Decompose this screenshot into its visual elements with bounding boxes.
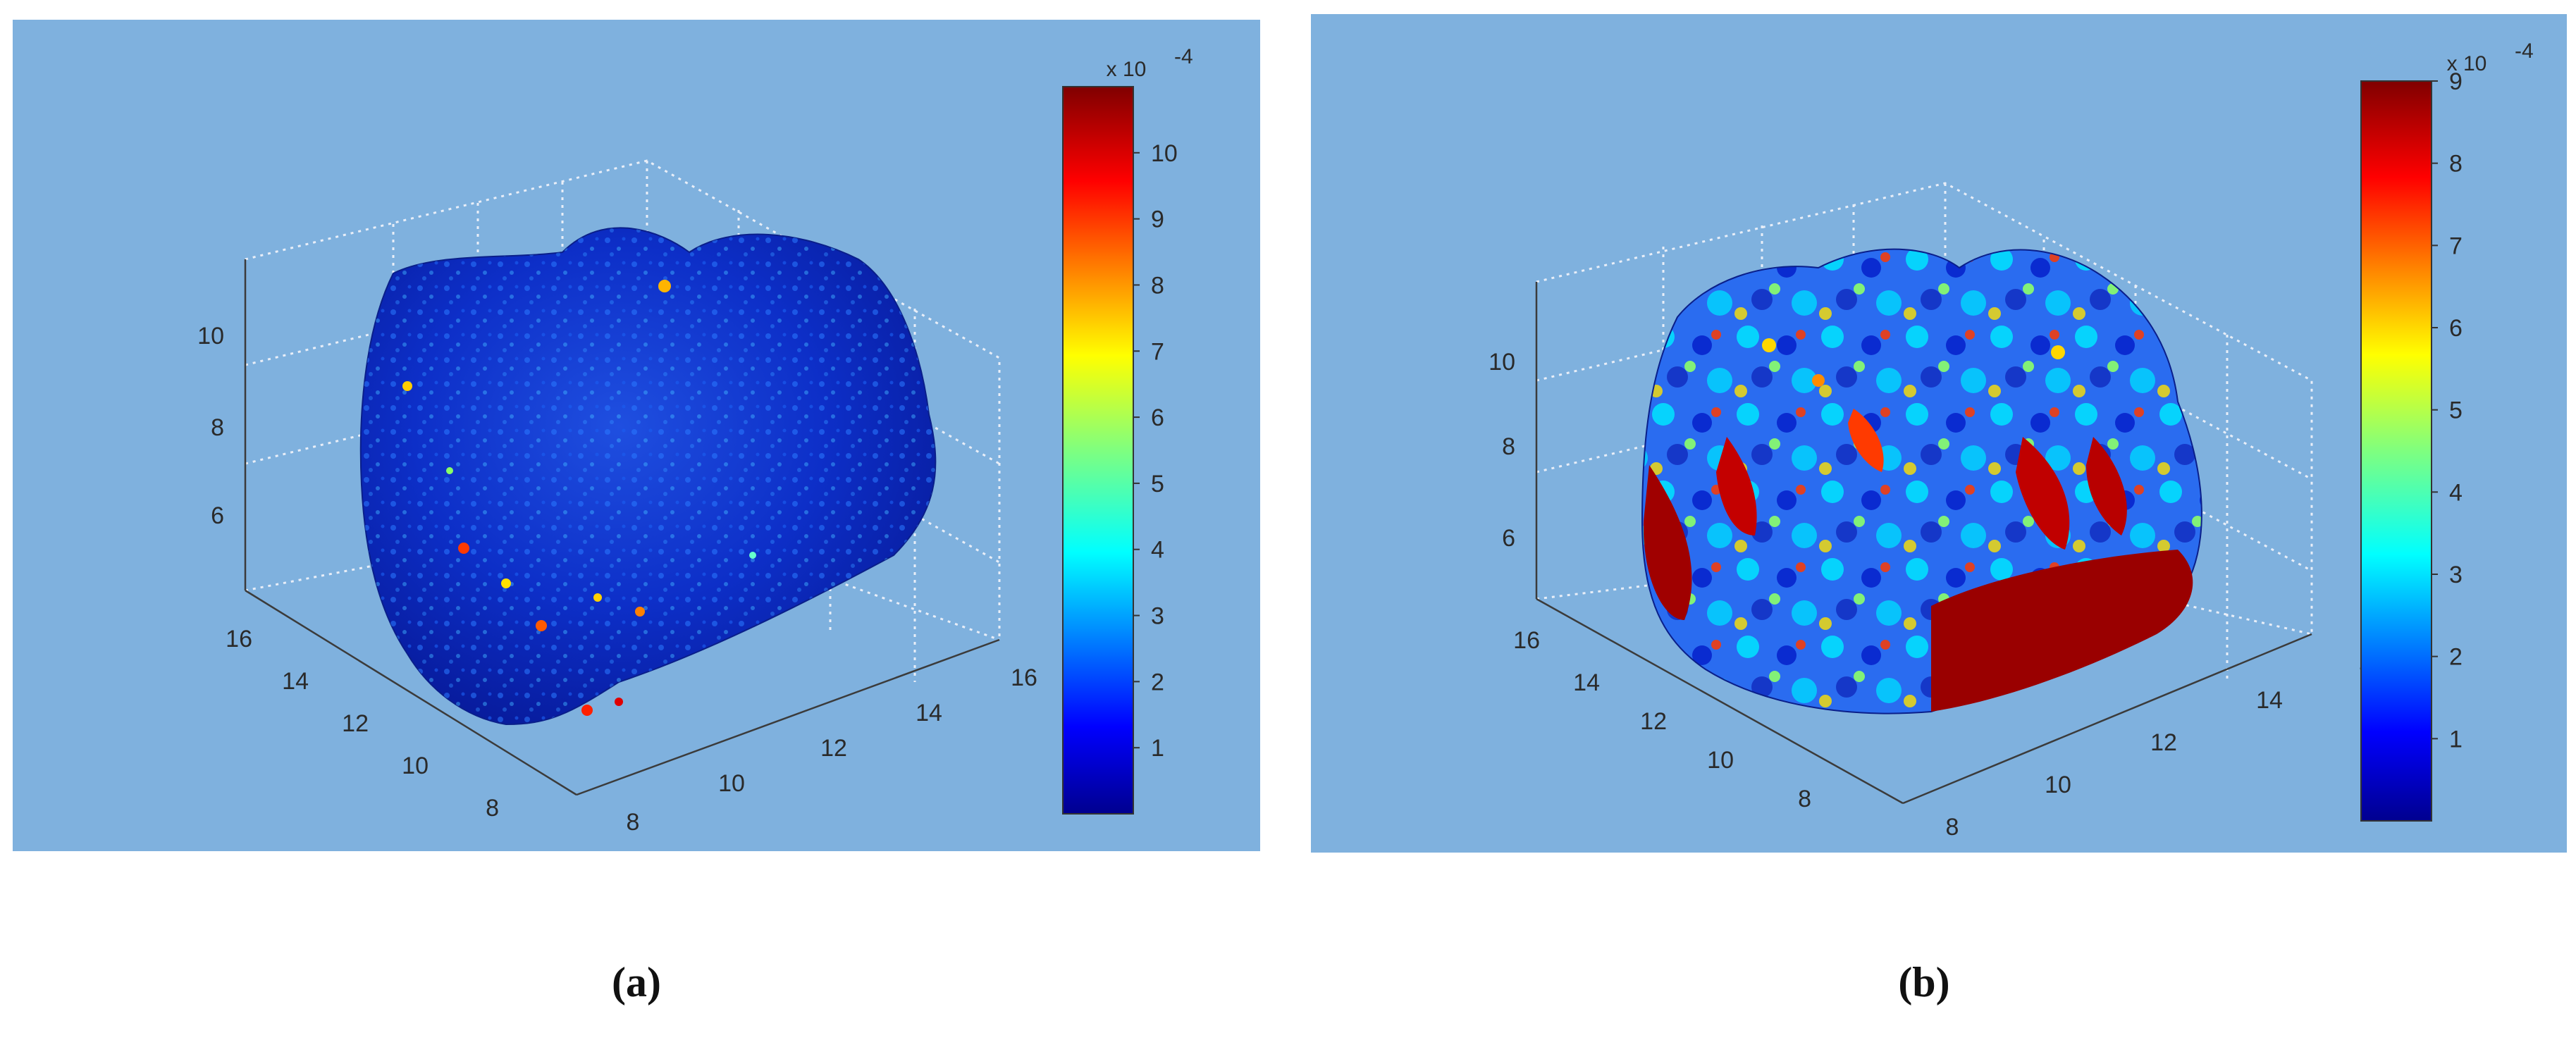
colorbar-a: x 10 -4 1 2 3 4 5 6 7 8 9 10 bbox=[1062, 45, 1193, 815]
x-tick-14: 14 bbox=[916, 700, 942, 726]
caption-a: (a) bbox=[612, 959, 661, 1005]
axes bbox=[244, 259, 1000, 796]
z-tick-8: 8 bbox=[1502, 433, 1515, 460]
colorbar-tick-4: 4 bbox=[2449, 479, 2463, 506]
chart-panel-b: 10 8 6 16 14 12 10 8 8 10 12 14 16 x 10 … bbox=[1311, 14, 2567, 853]
y-tick-14: 14 bbox=[1573, 669, 1600, 696]
x-tick-10: 10 bbox=[2045, 772, 2071, 798]
hot-spots-a bbox=[402, 280, 756, 716]
axes bbox=[1535, 282, 2312, 805]
colorbar-exponent-label: x 10 bbox=[1107, 58, 1147, 81]
z-tick-10: 10 bbox=[197, 323, 224, 349]
x-tick-12: 12 bbox=[820, 735, 847, 762]
z-tick-10: 10 bbox=[1489, 349, 1515, 376]
chart-b-svg: 10 8 6 16 14 12 10 8 8 10 12 14 16 x 10 … bbox=[1311, 14, 2567, 853]
z-tick-8: 8 bbox=[211, 414, 224, 441]
colorbar-tick-6: 6 bbox=[2449, 315, 2463, 342]
colorbar-tick-5: 5 bbox=[2449, 397, 2463, 424]
x-tick-12: 12 bbox=[2150, 729, 2177, 756]
colorbar-tick-8: 8 bbox=[1151, 272, 1164, 299]
colorbar-tick-5: 5 bbox=[1151, 471, 1164, 497]
colorbar-tick-2: 2 bbox=[1151, 669, 1164, 695]
surface-b bbox=[1641, 248, 2202, 714]
colorbar-tick-10: 10 bbox=[1151, 140, 1178, 167]
y-tick-16: 16 bbox=[226, 626, 252, 652]
colorbar-b: x 10 -4 1 2 3 4 5 6 7 8 9 bbox=[2360, 39, 2534, 822]
x-tick-16: 16 bbox=[1011, 664, 1037, 691]
colorbar-exponent: -4 bbox=[2515, 39, 2534, 63]
colorbar-tick-1: 1 bbox=[1151, 735, 1164, 762]
x-tick-8: 8 bbox=[627, 809, 640, 836]
colorbar-tick-1: 1 bbox=[2449, 726, 2463, 753]
colorbar-tick-6: 6 bbox=[1151, 404, 1164, 431]
chart-panel-a: 10 8 6 16 14 12 10 8 8 10 12 14 16 x 10 … bbox=[13, 20, 1260, 851]
colorbar-tick-9: 9 bbox=[2449, 68, 2463, 95]
x-tick-14: 14 bbox=[2256, 687, 2283, 714]
y-tick-8: 8 bbox=[486, 795, 499, 822]
y-tick-8: 8 bbox=[1798, 786, 1811, 812]
colorbar-tick-3: 3 bbox=[2449, 562, 2463, 588]
caption-b: (b) bbox=[1898, 959, 1950, 1005]
surface-a bbox=[359, 227, 937, 726]
colorbar-exponent: -4 bbox=[1174, 45, 1193, 68]
colorbar-a-ticks: 1 2 3 4 5 6 7 8 9 10 bbox=[1133, 140, 1178, 762]
y-tick-12: 12 bbox=[1640, 708, 1667, 735]
colorbar-tick-8: 8 bbox=[2449, 151, 2463, 178]
colorbar-tick-3: 3 bbox=[1151, 603, 1164, 630]
y-tick-10: 10 bbox=[402, 753, 429, 779]
colorbar-tick-9: 9 bbox=[1151, 206, 1164, 233]
colorbar-exponent-label: x 10 bbox=[2447, 52, 2487, 75]
colorbar-tick-7: 7 bbox=[1151, 338, 1164, 365]
y-tick-12: 12 bbox=[342, 710, 369, 737]
colorbar-b-ticks: 1 2 3 4 5 6 7 8 9 bbox=[2431, 68, 2463, 753]
z-tick-6: 6 bbox=[211, 502, 224, 529]
colorbar-tick-2: 2 bbox=[2449, 644, 2463, 671]
x-tick-10: 10 bbox=[718, 770, 745, 797]
y-tick-10: 10 bbox=[1707, 747, 1734, 774]
y-tick-14: 14 bbox=[282, 668, 309, 695]
z-tick-6: 6 bbox=[1502, 525, 1515, 552]
colorbar-tick-4: 4 bbox=[1151, 537, 1164, 564]
colorbar-tick-7: 7 bbox=[2449, 233, 2463, 259]
y-tick-16: 16 bbox=[1513, 627, 1540, 654]
chart-a-svg: 10 8 6 16 14 12 10 8 8 10 12 14 16 x 10 … bbox=[13, 20, 1260, 851]
x-tick-8: 8 bbox=[1946, 814, 1959, 841]
